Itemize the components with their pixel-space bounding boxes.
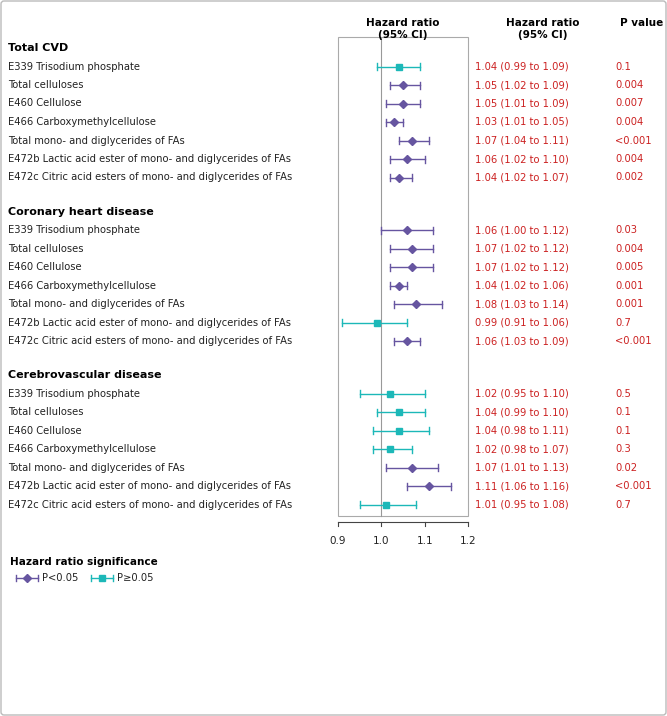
Text: 1.03 (1.01 to 1.05): 1.03 (1.01 to 1.05): [475, 117, 569, 127]
Text: 1.07 (1.01 to 1.13): 1.07 (1.01 to 1.13): [475, 463, 569, 473]
Text: 1.04 (0.99 to 1.10): 1.04 (0.99 to 1.10): [475, 407, 569, 417]
Text: P value: P value: [620, 18, 663, 28]
Text: E472c Citric acid esters of mono- and diglycerides of FAs: E472c Citric acid esters of mono- and di…: [8, 500, 292, 510]
Text: 1.07 (1.02 to 1.12): 1.07 (1.02 to 1.12): [475, 262, 569, 272]
Text: Hazard ratio significance: Hazard ratio significance: [10, 557, 158, 566]
Text: <0.001: <0.001: [615, 135, 652, 145]
Text: E472b Lactic acid ester of mono- and diglycerides of FAs: E472b Lactic acid ester of mono- and dig…: [8, 318, 291, 327]
Text: 1.02 (0.98 to 1.07): 1.02 (0.98 to 1.07): [475, 444, 569, 454]
Text: 1.06 (1.02 to 1.10): 1.06 (1.02 to 1.10): [475, 154, 569, 164]
Text: 1.06 (1.03 to 1.09): 1.06 (1.03 to 1.09): [475, 336, 569, 346]
Text: 0.004: 0.004: [615, 154, 643, 164]
Text: Total celluloses: Total celluloses: [8, 80, 83, 90]
Text: Coronary heart disease: Coronary heart disease: [8, 206, 154, 216]
Text: Cerebrovascular disease: Cerebrovascular disease: [8, 370, 161, 380]
Text: 1.01 (0.95 to 1.08): 1.01 (0.95 to 1.08): [475, 500, 569, 510]
Text: E339 Trisodium phosphate: E339 Trisodium phosphate: [8, 389, 140, 399]
Text: 0.005: 0.005: [615, 262, 644, 272]
Text: E472b Lactic acid ester of mono- and diglycerides of FAs: E472b Lactic acid ester of mono- and dig…: [8, 481, 291, 491]
Text: E472c Citric acid esters of mono- and diglycerides of FAs: E472c Citric acid esters of mono- and di…: [8, 173, 292, 183]
Text: 1.1: 1.1: [416, 536, 433, 546]
Text: E460 Cellulose: E460 Cellulose: [8, 99, 81, 109]
Text: 1.05 (1.02 to 1.09): 1.05 (1.02 to 1.09): [475, 80, 569, 90]
Text: 1.06 (1.00 to 1.12): 1.06 (1.00 to 1.12): [475, 225, 569, 235]
Text: 0.9: 0.9: [329, 536, 346, 546]
Text: 0.7: 0.7: [615, 500, 631, 510]
Text: E472b Lactic acid ester of mono- and diglycerides of FAs: E472b Lactic acid ester of mono- and dig…: [8, 154, 291, 164]
Text: P≥0.05: P≥0.05: [117, 573, 153, 583]
Text: Total mono- and diglycerides of FAs: Total mono- and diglycerides of FAs: [8, 135, 185, 145]
Text: 1.07 (1.02 to 1.12): 1.07 (1.02 to 1.12): [475, 243, 569, 253]
Text: 1.04 (0.98 to 1.11): 1.04 (0.98 to 1.11): [475, 425, 569, 435]
Text: Total mono- and diglycerides of FAs: Total mono- and diglycerides of FAs: [8, 463, 185, 473]
Text: 0.1: 0.1: [615, 407, 631, 417]
Text: 1.04 (1.02 to 1.06): 1.04 (1.02 to 1.06): [475, 281, 569, 291]
Text: <0.001: <0.001: [615, 336, 652, 346]
Text: 1.05 (1.01 to 1.09): 1.05 (1.01 to 1.09): [475, 99, 569, 109]
Text: 0.007: 0.007: [615, 99, 644, 109]
Text: 0.002: 0.002: [615, 173, 644, 183]
Text: 0.001: 0.001: [615, 281, 644, 291]
Text: 0.1: 0.1: [615, 62, 631, 72]
Text: 1.04 (0.99 to 1.09): 1.04 (0.99 to 1.09): [475, 62, 569, 72]
FancyBboxPatch shape: [338, 37, 468, 516]
Text: 1.07 (1.04 to 1.11): 1.07 (1.04 to 1.11): [475, 135, 569, 145]
Text: 0.001: 0.001: [615, 299, 644, 309]
Text: 0.02: 0.02: [615, 463, 637, 473]
Text: E472c Citric acid esters of mono- and diglycerides of FAs: E472c Citric acid esters of mono- and di…: [8, 336, 292, 346]
Text: 0.004: 0.004: [615, 117, 643, 127]
Text: 1.2: 1.2: [460, 536, 476, 546]
Text: E466 Carboxymethylcellulose: E466 Carboxymethylcellulose: [8, 117, 156, 127]
Text: 0.1: 0.1: [615, 425, 631, 435]
Text: P<0.05: P<0.05: [42, 573, 79, 583]
Text: Hazard ratio
(95% CI): Hazard ratio (95% CI): [506, 18, 580, 40]
Text: 0.5: 0.5: [615, 389, 631, 399]
Text: 1.02 (0.95 to 1.10): 1.02 (0.95 to 1.10): [475, 389, 569, 399]
Text: E460 Cellulose: E460 Cellulose: [8, 262, 81, 272]
Text: Total CVD: Total CVD: [8, 43, 68, 53]
Text: 0.3: 0.3: [615, 444, 631, 454]
Text: 0.004: 0.004: [615, 80, 643, 90]
Text: 1.0: 1.0: [373, 536, 390, 546]
Text: 0.99 (0.91 to 1.06): 0.99 (0.91 to 1.06): [475, 318, 569, 327]
Text: Total mono- and diglycerides of FAs: Total mono- and diglycerides of FAs: [8, 299, 185, 309]
Text: 1.04 (1.02 to 1.07): 1.04 (1.02 to 1.07): [475, 173, 569, 183]
Text: E339 Trisodium phosphate: E339 Trisodium phosphate: [8, 62, 140, 72]
Text: 0.004: 0.004: [615, 243, 643, 253]
Text: <0.001: <0.001: [615, 481, 652, 491]
Text: 1.11 (1.06 to 1.16): 1.11 (1.06 to 1.16): [475, 481, 569, 491]
Text: Hazard ratio
(95% CI): Hazard ratio (95% CI): [366, 18, 440, 40]
Text: Total celluloses: Total celluloses: [8, 243, 83, 253]
Text: 0.7: 0.7: [615, 318, 631, 327]
Text: E466 Carboxymethylcellulose: E466 Carboxymethylcellulose: [8, 281, 156, 291]
Text: E466 Carboxymethylcellulose: E466 Carboxymethylcellulose: [8, 444, 156, 454]
Text: 0.03: 0.03: [615, 225, 637, 235]
Text: Total celluloses: Total celluloses: [8, 407, 83, 417]
Text: E460 Cellulose: E460 Cellulose: [8, 425, 81, 435]
Text: E339 Trisodium phosphate: E339 Trisodium phosphate: [8, 225, 140, 235]
Text: 1.08 (1.03 to 1.14): 1.08 (1.03 to 1.14): [475, 299, 568, 309]
